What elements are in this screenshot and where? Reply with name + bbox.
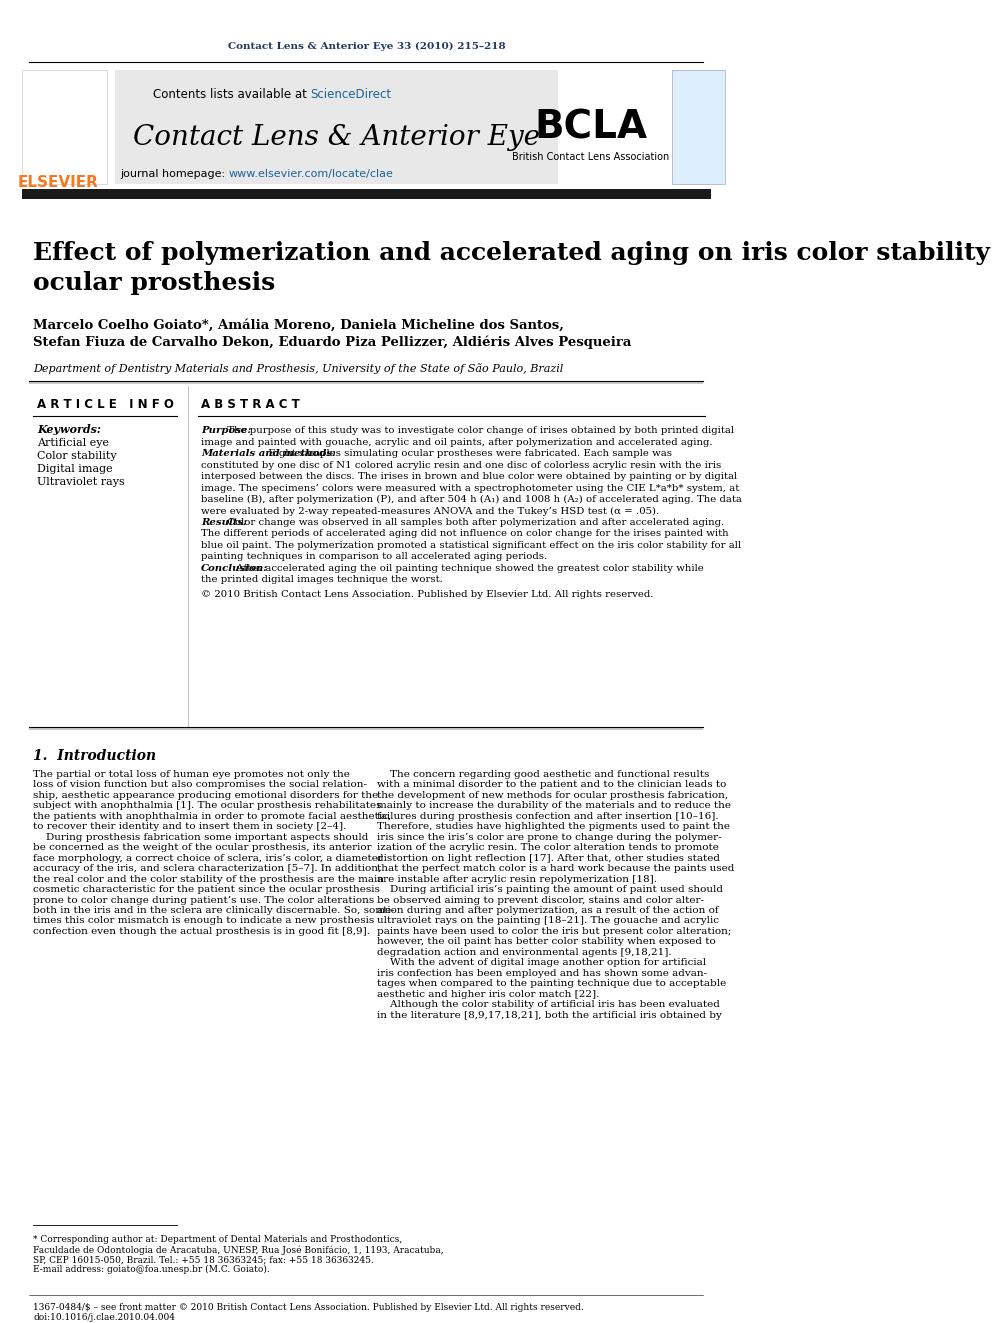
Text: face morphology, a correct choice of sclera, iris’s color, a diameter: face morphology, a correct choice of scl… <box>34 853 383 863</box>
Text: Artificial eye: Artificial eye <box>37 438 109 448</box>
Text: The partial or total loss of human eye promotes not only the: The partial or total loss of human eye p… <box>34 770 350 779</box>
Text: paints have been used to color the iris but present color alteration;: paints have been used to color the iris … <box>377 927 731 935</box>
Text: A B S T R A C T: A B S T R A C T <box>201 398 300 411</box>
Text: British Contact Lens Association: British Contact Lens Association <box>512 152 670 163</box>
Text: After accelerated aging the oil painting technique showed the greatest color sta: After accelerated aging the oil painting… <box>233 564 703 573</box>
Text: be concerned as the weight of the ocular prosthesis, its anterior: be concerned as the weight of the ocular… <box>34 843 372 852</box>
Text: accuracy of the iris, and sclera characterization [5–7]. In addition,: accuracy of the iris, and sclera charact… <box>34 864 382 873</box>
Text: During prosthesis fabrication some important aspects should: During prosthesis fabrication some impor… <box>34 832 369 841</box>
Text: SP, CEP 16015-050, Brazil. Tel.: +55 18 36363245; fax: +55 18 36363245.: SP, CEP 16015-050, Brazil. Tel.: +55 18 … <box>34 1256 374 1263</box>
Text: Eight samples simulating ocular prostheses were fabricated. Each sample was: Eight samples simulating ocular prosthes… <box>265 450 673 458</box>
Text: 1.  Introduction: 1. Introduction <box>34 749 157 763</box>
Text: ship, aesthetic appearance producing emotional disorders for the: ship, aesthetic appearance producing emo… <box>34 791 379 800</box>
Text: painting techniques in comparison to all accelerated aging periods.: painting techniques in comparison to all… <box>201 552 548 561</box>
Text: the printed digital images technique the worst.: the printed digital images technique the… <box>201 576 442 585</box>
Text: confection even though the actual prosthesis is in good fit [8,9].: confection even though the actual prosth… <box>34 927 370 935</box>
Text: journal homepage:: journal homepage: <box>120 169 229 180</box>
Text: constituted by one disc of N1 colored acrylic resin and one disc of colorless ac: constituted by one disc of N1 colored ac… <box>201 460 721 470</box>
Text: * Corresponding author at: Department of Dental Materials and Prosthodontics,: * Corresponding author at: Department of… <box>34 1236 403 1244</box>
Text: With the advent of digital image another option for artificial: With the advent of digital image another… <box>377 958 706 967</box>
Text: in the literature [8,9,17,18,21], both the artificial iris obtained by: in the literature [8,9,17,18,21], both t… <box>377 1011 721 1020</box>
Text: Effect of polymerization and accelerated aging on iris color stability of
ocular: Effect of polymerization and accelerated… <box>34 241 992 295</box>
Text: Marcelo Coelho Goiato*, Amália Moreno, Daniela Micheline dos Santos,
Stefan Fiuz: Marcelo Coelho Goiato*, Amália Moreno, D… <box>34 319 632 349</box>
Text: Conclusion:: Conclusion: <box>201 564 268 573</box>
Text: Purpose:: Purpose: <box>201 426 251 435</box>
Text: prone to color change during patient’s use. The color alterations: prone to color change during patient’s u… <box>34 896 375 905</box>
Text: E-mail address: goiato@foa.unesp.br (M.C. Goiato).: E-mail address: goiato@foa.unesp.br (M.C… <box>34 1265 270 1274</box>
Text: Materials and methods:: Materials and methods: <box>201 450 336 458</box>
Text: baseline (B), after polymerization (P), and after 504 h (A₁) and 1008 h (A₂) of : baseline (B), after polymerization (P), … <box>201 495 742 504</box>
Text: distortion on light reflection [17]. After that, other studies stated: distortion on light reflection [17]. Aft… <box>377 853 720 863</box>
Text: were evaluated by 2-way repeated-measures ANOVA and the Tukey’s HSD test (α = .0: were evaluated by 2-way repeated-measure… <box>201 507 659 516</box>
Text: ELSEVIER: ELSEVIER <box>17 175 98 189</box>
Text: Although the color stability of artificial iris has been evaluated: Although the color stability of artifici… <box>377 1000 719 1009</box>
Text: Contents lists available at: Contents lists available at <box>153 89 310 101</box>
FancyBboxPatch shape <box>22 70 107 184</box>
Text: 1367-0484/$ – see front matter © 2010 British Contact Lens Association. Publishe: 1367-0484/$ – see front matter © 2010 Br… <box>34 1303 584 1312</box>
Text: Color stability: Color stability <box>37 451 117 462</box>
Text: Contact Lens & Anterior Eye: Contact Lens & Anterior Eye <box>133 124 540 151</box>
Text: blue oil paint. The polymerization promoted a statistical significant effect on : blue oil paint. The polymerization promo… <box>201 541 741 550</box>
Text: loss of vision function but also compromises the social relation-: loss of vision function but also comprom… <box>34 781 367 790</box>
Text: Results:: Results: <box>201 519 247 527</box>
Text: iris since the iris’s color are prone to change during the polymer-: iris since the iris’s color are prone to… <box>377 832 721 841</box>
Text: A R T I C L E   I N F O: A R T I C L E I N F O <box>37 398 174 411</box>
Text: During artificial iris’s painting the amount of paint used should: During artificial iris’s painting the am… <box>377 885 723 894</box>
Text: the patients with anophthalmia in order to promote facial aesthetic,: the patients with anophthalmia in order … <box>34 812 392 820</box>
Text: Ultraviolet rays: Ultraviolet rays <box>37 478 125 487</box>
Text: image and painted with gouache, acrylic and oil paints, after polymerization and: image and painted with gouache, acrylic … <box>201 438 712 447</box>
Text: Color change was observed in all samples both after polymerization and after acc: Color change was observed in all samples… <box>224 519 724 527</box>
Text: with a minimal disorder to the patient and to the clinician leads to: with a minimal disorder to the patient a… <box>377 781 726 790</box>
Text: to recover their identity and to insert them in society [2–4].: to recover their identity and to insert … <box>34 823 346 831</box>
FancyBboxPatch shape <box>673 70 725 184</box>
FancyBboxPatch shape <box>22 189 710 200</box>
Text: the real color and the color stability of the prosthesis are the main: the real color and the color stability o… <box>34 875 384 884</box>
Text: however, the oil paint has better color stability when exposed to: however, the oil paint has better color … <box>377 937 715 946</box>
Text: be observed aiming to prevent discolor, stains and color alter-: be observed aiming to prevent discolor, … <box>377 896 703 905</box>
Text: BCLA: BCLA <box>535 108 648 147</box>
Text: are instable after acrylic resin repolymerization [18].: are instable after acrylic resin repolym… <box>377 875 657 884</box>
Text: degradation action and environmental agents [9,18,21].: degradation action and environmental age… <box>377 947 672 957</box>
FancyBboxPatch shape <box>114 70 558 184</box>
Text: aesthetic and higher iris color match [22].: aesthetic and higher iris color match [2… <box>377 990 599 999</box>
Text: Department of Dentistry Materials and Prosthesis, University of the State of São: Department of Dentistry Materials and Pr… <box>34 364 563 374</box>
Text: Keywords:: Keywords: <box>37 425 101 435</box>
Text: the development of new methods for ocular prosthesis fabrication,: the development of new methods for ocula… <box>377 791 728 800</box>
Text: Contact Lens & Anterior Eye 33 (2010) 215–218: Contact Lens & Anterior Eye 33 (2010) 21… <box>227 42 505 52</box>
Text: © 2010 British Contact Lens Association. Published by Elsevier Ltd. All rights r: © 2010 British Contact Lens Association.… <box>201 590 654 599</box>
Text: failures during prosthesis confection and after insertion [10–16].: failures during prosthesis confection an… <box>377 812 718 820</box>
Text: Therefore, studies have highlighted the pigments used to paint the: Therefore, studies have highlighted the … <box>377 823 730 831</box>
Text: ization of the acrylic resin. The color alteration tends to promote: ization of the acrylic resin. The color … <box>377 843 718 852</box>
Text: interposed between the discs. The irises in brown and blue color were obtained b: interposed between the discs. The irises… <box>201 472 737 482</box>
Text: The different periods of accelerated aging did not influence on color change for: The different periods of accelerated agi… <box>201 529 728 538</box>
Text: The purpose of this study was to investigate color change of irises obtained by : The purpose of this study was to investi… <box>224 426 734 435</box>
Text: doi:10.1016/j.clae.2010.04.004: doi:10.1016/j.clae.2010.04.004 <box>34 1312 176 1322</box>
Text: that the perfect match color is a hard work because the paints used: that the perfect match color is a hard w… <box>377 864 734 873</box>
Text: both in the iris and in the sclera are clinically discernable. So, some-: both in the iris and in the sclera are c… <box>34 906 395 916</box>
Text: subject with anophthalmia [1]. The ocular prosthesis rehabilitates: subject with anophthalmia [1]. The ocula… <box>34 802 382 811</box>
Text: ScienceDirect: ScienceDirect <box>310 89 392 101</box>
Text: ultraviolet rays on the painting [18–21]. The gouache and acrylic: ultraviolet rays on the painting [18–21]… <box>377 917 719 925</box>
Text: iris confection has been employed and has shown some advan-: iris confection has been employed and ha… <box>377 968 707 978</box>
Text: cosmetic characteristic for the patient since the ocular prosthesis: cosmetic characteristic for the patient … <box>34 885 380 894</box>
Text: Faculdade de Odontologia de Aracatuba, UNESP, Rua José Bonifácio, 1, 1193, Araca: Faculdade de Odontologia de Aracatuba, U… <box>34 1245 443 1254</box>
Text: times this color mismatch is enough to indicate a new prosthesis: times this color mismatch is enough to i… <box>34 917 375 925</box>
Text: image. The specimens’ colors were measured with a spectrophotometer using the CI: image. The specimens’ colors were measur… <box>201 484 739 492</box>
Text: tages when compared to the painting technique due to acceptable: tages when compared to the painting tech… <box>377 979 726 988</box>
Text: www.elsevier.com/locate/clae: www.elsevier.com/locate/clae <box>229 169 394 180</box>
Text: Digital image: Digital image <box>37 464 112 474</box>
Text: The concern regarding good aesthetic and functional results: The concern regarding good aesthetic and… <box>377 770 709 779</box>
Text: mainly to increase the durability of the materials and to reduce the: mainly to increase the durability of the… <box>377 802 731 811</box>
Text: ation during and after polymerization, as a result of the action of: ation during and after polymerization, a… <box>377 906 718 916</box>
